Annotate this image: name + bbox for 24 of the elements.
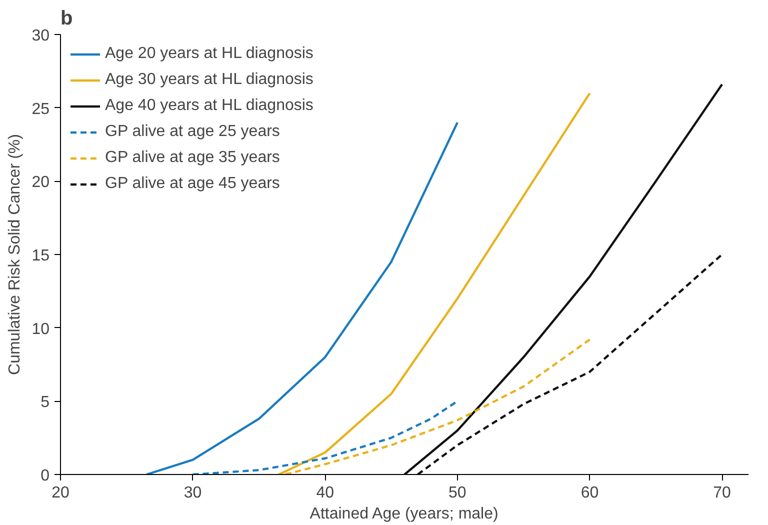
legend-label: Age 30 years at HL diagnosis	[105, 71, 314, 89]
x-axis-title: Attained Age (years; male)	[310, 506, 498, 522]
legend-label: Age 40 years at HL diagnosis	[105, 97, 314, 115]
line-series	[416, 253, 724, 474]
legend-label: GP alive at age 45 years	[105, 175, 280, 193]
y-tick-label: 30	[32, 28, 50, 44]
chart-title: b	[60, 8, 73, 30]
y-tick-label: 15	[32, 248, 50, 264]
x-tick-label: 40	[316, 484, 334, 502]
legend-label: GP alive at age 25 years	[105, 123, 280, 141]
x-tick-label: 70	[713, 484, 732, 502]
legend-label: GP alive at age 35 years	[105, 149, 280, 167]
y-tick-label: 0	[40, 468, 50, 484]
y-tick-label: 20	[32, 174, 50, 192]
x-tick-label: 60	[580, 484, 599, 502]
legend-label: Age 20 years at HL diagnosis	[105, 45, 314, 63]
line-series	[403, 83, 724, 474]
x-tick-label: 50	[448, 484, 466, 502]
y-tick-label: 5	[40, 394, 50, 412]
x-tick-label: 20	[52, 484, 70, 502]
y-axis-title: Cumulative Risk Solid Cancer (%)	[6, 134, 24, 375]
y-tick-label: 25	[32, 100, 50, 118]
y-tick-label: 10	[32, 320, 50, 338]
x-tick-label: 30	[184, 484, 202, 502]
